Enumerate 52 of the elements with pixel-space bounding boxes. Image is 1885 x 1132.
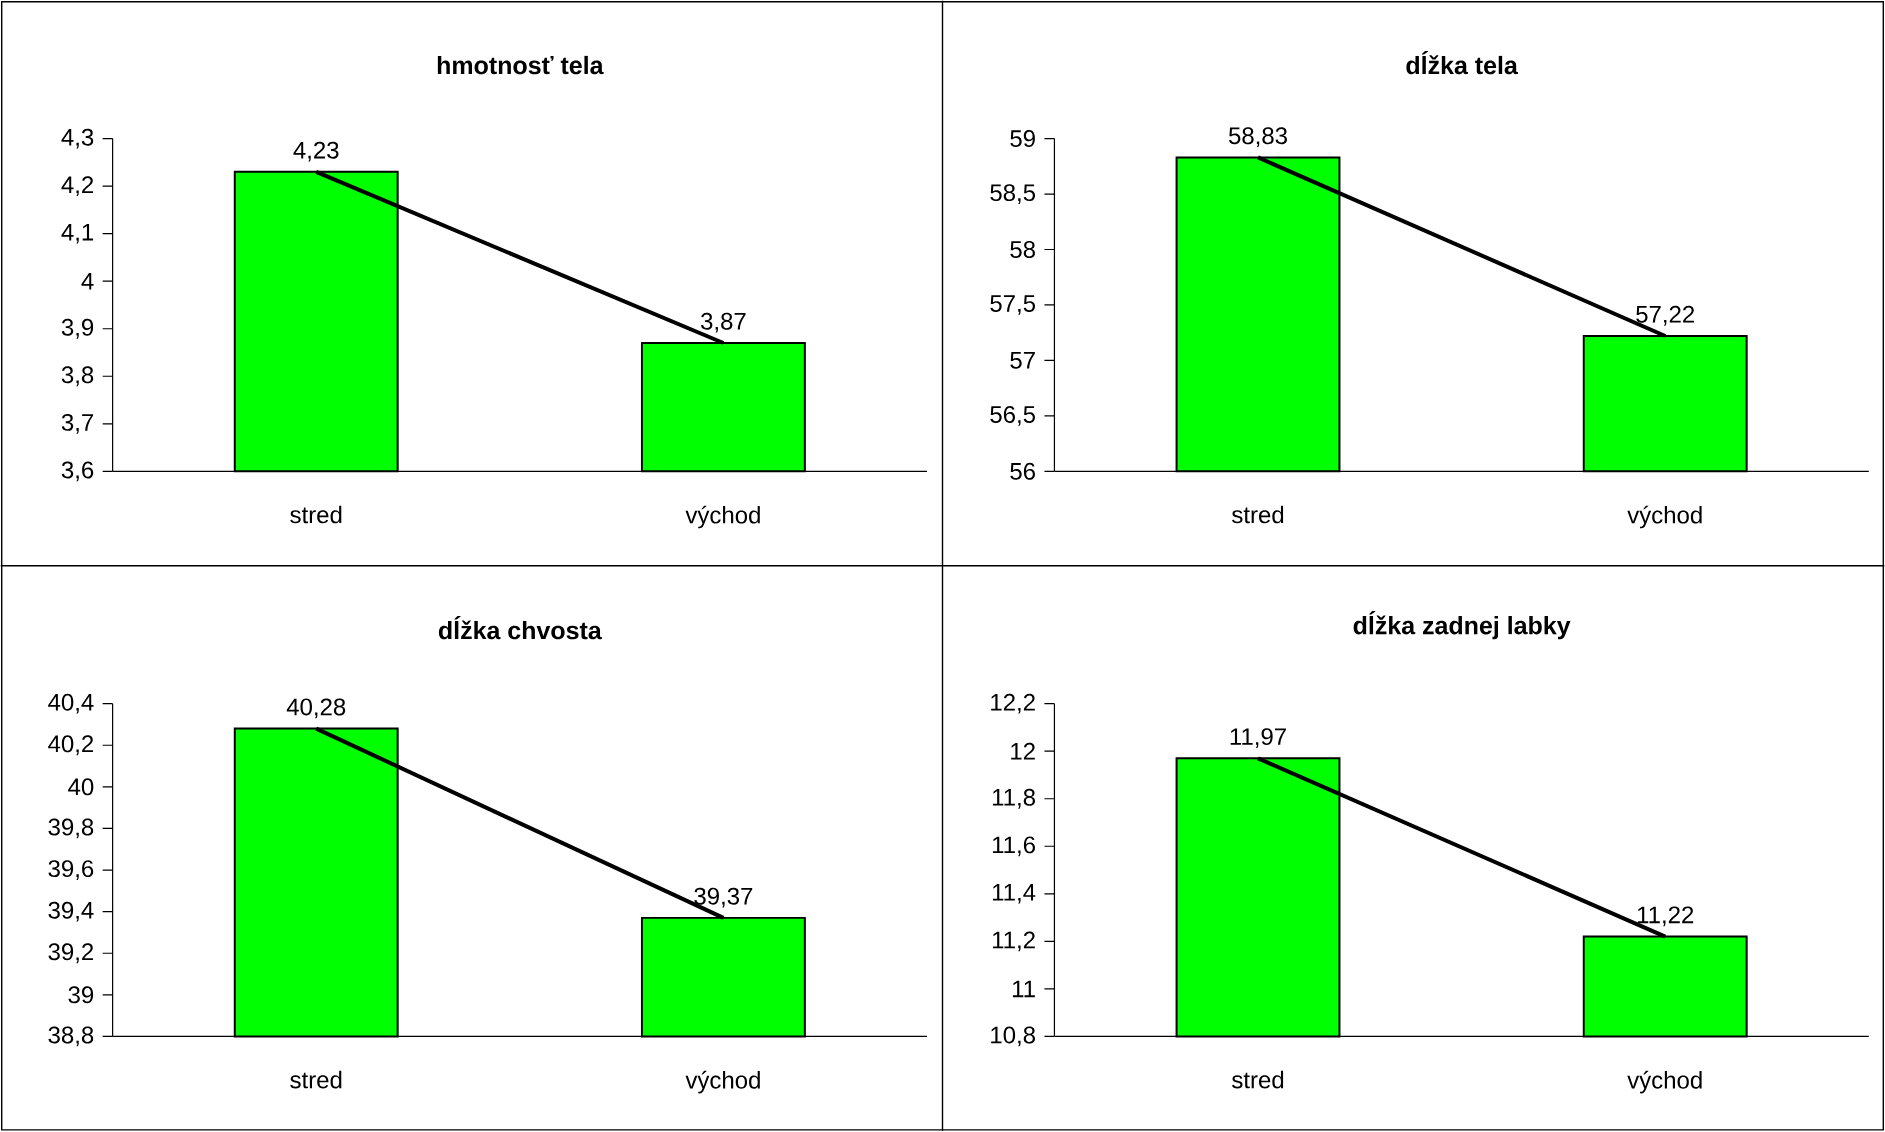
y-tick-label: 12 <box>1011 743 1035 760</box>
y-tick-label: 39,6 <box>48 860 94 881</box>
y-tick-label: 3,6 <box>61 461 94 482</box>
y-tick-label: 4,2 <box>61 176 94 197</box>
data-label: 4,23 <box>293 141 339 162</box>
x-tick-label: východ <box>1627 1071 1702 1094</box>
y-tick-label: 56,5 <box>990 406 1036 427</box>
y-tick-label: 39,4 <box>48 901 94 922</box>
y-tick-label: 56 <box>1010 463 1035 481</box>
x-tick-label: stred <box>290 505 342 524</box>
x-tick-label: východ <box>685 1071 760 1094</box>
data-label: 11,22 <box>1637 906 1694 927</box>
chart-title: dĺžka tela <box>1406 51 1518 75</box>
y-tick-label: 12,2 <box>991 694 1035 714</box>
x-tick-label: stred <box>290 1071 342 1089</box>
chart-title: hmotnosť tela <box>437 56 604 75</box>
data-label: 39,37 <box>694 887 753 908</box>
data-label: 40,28 <box>286 698 346 719</box>
y-tick-label: 4 <box>81 273 94 290</box>
y-tick-label: 4,1 <box>61 224 94 244</box>
y-tick-label: 11,8 <box>992 789 1035 809</box>
y-tick-label: 39 <box>68 986 94 1004</box>
y-tick-label: 11,4 <box>992 884 1036 904</box>
data-label: 58,83 <box>1228 127 1287 148</box>
y-tick-label: 58 <box>1010 241 1035 259</box>
y-tick-label: 3,9 <box>61 319 94 339</box>
y-tick-label: 11,6 <box>992 836 1035 857</box>
y-tick-label: 38,8 <box>48 1026 94 1047</box>
y-tick-label: 10,8 <box>991 1026 1035 1047</box>
x-tick-label: východ <box>1627 505 1702 529</box>
y-tick-label: 40,2 <box>48 735 94 756</box>
y-tick-label: 40,4 <box>48 694 94 714</box>
chart-title: dĺžka zadnej labky <box>1353 611 1571 640</box>
y-tick-label: 40 <box>68 778 94 796</box>
x-tick-label: stred <box>1232 505 1284 524</box>
chart-title: dĺžka chvosta <box>438 616 602 640</box>
x-tick-label: východ <box>685 505 760 529</box>
y-tick-label: 39,2 <box>48 943 94 964</box>
data-label: 57,22 <box>1636 306 1695 326</box>
y-tick-label: 3,7 <box>61 414 94 434</box>
y-tick-label: 11 <box>1012 980 1035 998</box>
y-tick-label: 39,8 <box>48 818 94 839</box>
y-tick-label: 58,5 <box>990 184 1036 205</box>
data-label: 11,97 <box>1230 728 1286 749</box>
y-tick-label: 57,5 <box>990 295 1036 315</box>
y-tick-label: 59 <box>1010 130 1035 148</box>
y-tick-label: 11,2 <box>992 931 1035 952</box>
x-tick-label: stred <box>1232 1071 1284 1089</box>
y-tick-label: 4,3 <box>61 128 94 149</box>
y-tick-label: 57 <box>1010 352 1035 370</box>
data-label: 3,87 <box>700 313 746 333</box>
y-tick-label: 3,8 <box>61 366 94 387</box>
